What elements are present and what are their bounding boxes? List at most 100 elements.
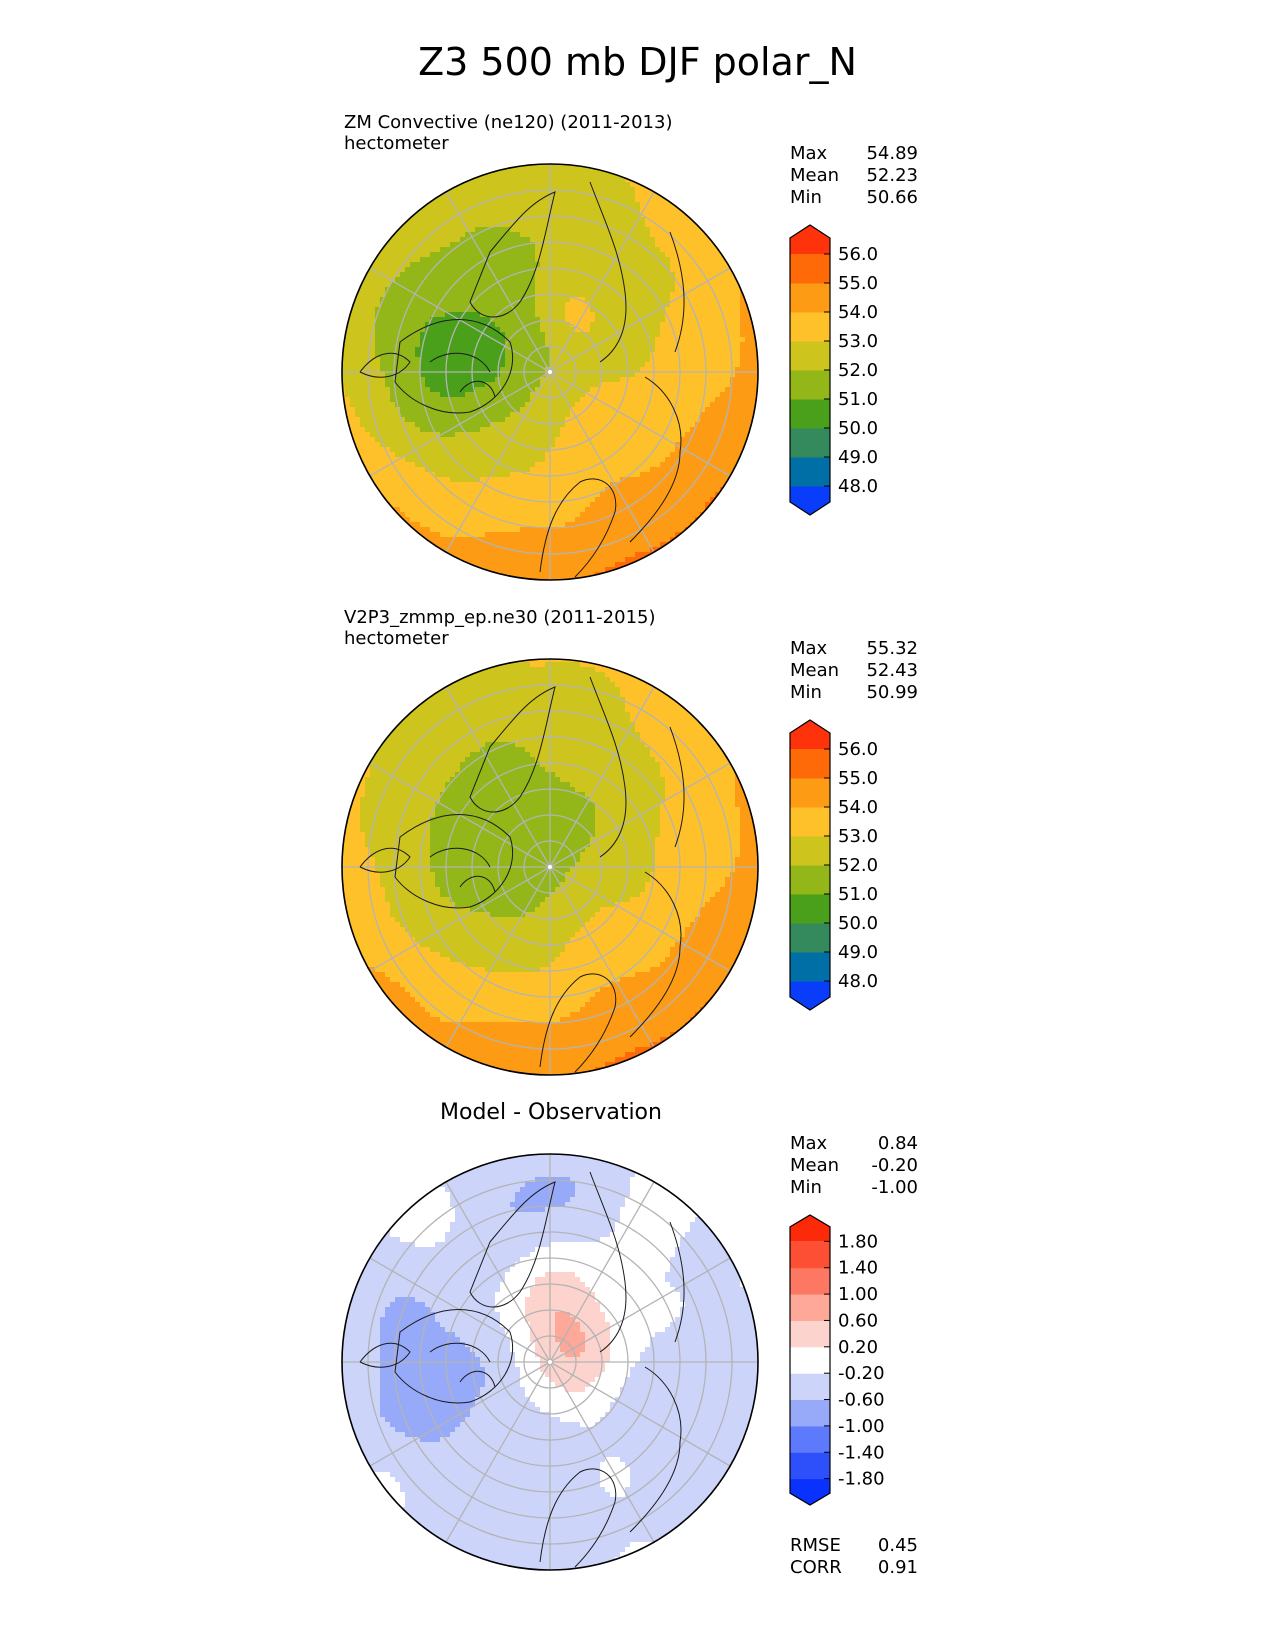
field-cell [440,182,446,188]
field-cell [485,164,491,168]
field-cell [710,422,716,428]
field-cell [370,342,376,348]
field-cell [685,242,691,248]
field-cell [730,427,736,433]
field-cell [440,392,446,398]
field-cell [635,232,641,238]
field-cell [365,332,371,338]
field-cell [470,202,476,208]
field-cell [380,397,386,403]
field-cell [460,397,466,403]
field-cell [520,192,526,198]
field-cell [695,387,701,393]
field-cell [515,492,521,498]
field-cell [700,422,706,428]
field-cell [565,262,571,268]
field-cell [635,212,641,218]
field-cell [540,352,546,358]
field-cell [625,267,631,273]
field-cell [510,477,516,483]
field-cell [730,372,736,378]
field-cell [430,187,436,193]
field-cell [375,337,381,343]
field-cell [405,342,411,348]
field-cell [650,347,656,353]
field-cell [520,347,526,353]
field-cell [500,372,506,378]
field-cell [600,342,606,348]
field-cell [480,257,486,263]
field-cell [505,447,511,453]
field-cell [615,387,621,393]
field-cell [475,447,481,453]
field-cell [425,452,431,458]
field-cell [410,402,416,408]
field-cell [610,397,616,403]
field-cell [575,437,581,443]
field-cell [350,417,356,423]
field-cell [620,192,626,198]
field-cell [725,347,731,353]
field-cell [630,267,636,273]
field-cell [450,422,456,428]
field-cell [575,172,581,178]
field-cell [470,267,476,273]
field-cell [490,257,496,263]
field-cell [520,282,526,288]
field-cell [580,207,586,213]
field-cell [595,297,601,303]
field-cell [560,327,566,333]
field-cell [420,277,426,283]
field-cell [490,187,496,193]
field-cell [405,437,411,443]
field-cell [690,427,696,433]
field-cell [655,472,661,478]
field-cell [405,207,411,213]
field-cell [565,462,571,468]
field-cell [505,412,511,418]
field-cell [465,257,471,263]
field-cell [505,282,511,288]
field-cell [500,257,506,263]
field-cell [715,392,721,398]
field-cell [695,217,701,223]
field-cell [450,347,456,353]
field-cell [425,437,431,443]
field-cell [625,357,631,363]
field-cell [615,467,621,473]
field-cell [350,277,356,283]
field-cell [720,462,726,468]
field-cell [605,447,611,453]
field-cell [665,352,671,358]
field-cell [480,197,486,203]
field-cell [685,492,691,498]
field-cell [475,292,481,298]
field-cell [410,427,416,433]
field-cell [480,317,486,323]
field-cell [580,242,586,248]
field-cell [635,372,641,378]
field-cell [460,187,466,193]
field-cell [365,417,371,423]
field-cell [725,367,731,373]
field-cell [610,352,616,358]
field-cell [600,202,606,208]
field-cell [415,202,421,208]
field-cell [595,492,601,498]
field-cell [415,397,421,403]
field-cell [540,387,546,393]
field-cell [505,272,511,278]
field-cell [455,202,461,208]
field-cell [620,317,626,323]
field-cell [510,342,516,348]
field-cell [410,347,416,353]
field-cell [475,187,481,193]
field-cell [405,477,411,483]
field-cell [685,322,691,328]
field-cell [565,212,571,218]
field-cell [445,242,451,248]
field-cell [360,357,366,363]
field-cell [500,437,506,443]
field-cell [430,327,436,333]
field-cell [530,317,536,323]
